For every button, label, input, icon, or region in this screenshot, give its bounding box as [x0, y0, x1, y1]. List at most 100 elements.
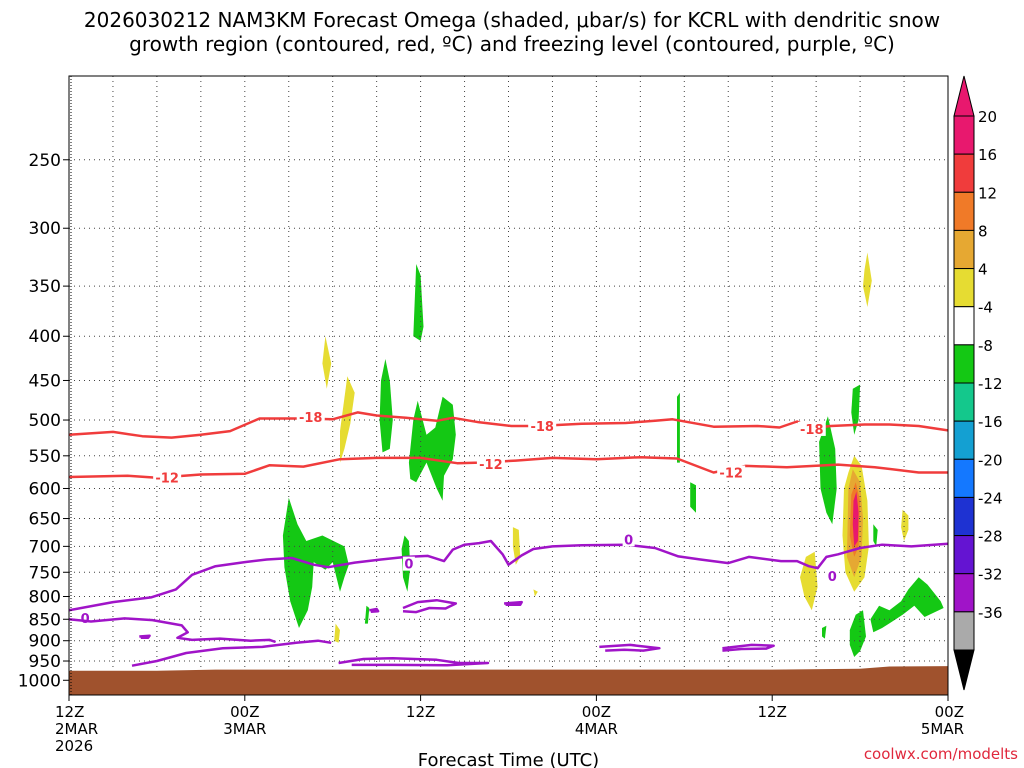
omega-region-24 [870, 577, 944, 633]
colorbar-bin-4 [953, 268, 975, 308]
y-tick-label: 550 [29, 447, 61, 467]
colorbar-label: -8 [978, 337, 993, 355]
omega-region-5 [863, 252, 872, 307]
x-tick-label: 12Z [406, 703, 435, 721]
y-tick-label: 300 [29, 219, 61, 239]
contour-line-10 [504, 600, 523, 607]
x-axis-title: Forecast Time (UTC) [418, 750, 599, 768]
contour-label-bg [476, 456, 505, 471]
colorbar-bin-0 [953, 115, 975, 155]
y-tick-label: 450 [29, 371, 61, 391]
colorbar-bin-2 [953, 191, 975, 231]
y-tick-label: 800 [29, 587, 61, 607]
y-tick-label: 350 [29, 277, 61, 297]
chart-title-line-2: growth region (contoured, red, ºC) and f… [129, 32, 895, 56]
omega-region-20 [819, 416, 837, 525]
colorbar-bin-12 [953, 573, 975, 613]
colorbar-label: -24 [978, 489, 1003, 507]
omega-region-21 [851, 384, 861, 435]
colorbar-bin-1 [953, 153, 975, 193]
contour-label: -18 [299, 411, 323, 426]
colorbar: 20 16 12 8 4 -4 -8 -12 -16 -20 -24 -28 -32 -36 [953, 75, 1003, 691]
x-tick-label: 12Z [55, 703, 84, 721]
colorbar-bottom-cap [953, 649, 975, 691]
omega-region-19 [690, 482, 696, 513]
x-tick-label: 2MAR [55, 720, 98, 738]
omega-region-22 [873, 524, 878, 547]
x-tick-label: 3MAR [223, 720, 266, 738]
contour-line-11 [139, 634, 151, 640]
terrain-fill [69, 666, 948, 695]
omega-region-7 [800, 551, 818, 611]
colorbar-bin-6 [953, 344, 975, 384]
omega-region-6 [901, 509, 909, 541]
colorbar-label: 12 [978, 184, 997, 202]
plot-clip-group: -18 -18 -18 -12 -12 -12 0 0 0 0 [69, 76, 948, 695]
contour-label: -18 [800, 423, 824, 438]
colorbar-label: -12 [978, 375, 1003, 393]
plot-area: -18 -18 -18 -12 -12 -12 0 0 0 0 [68, 75, 949, 696]
colorbar-label: -20 [978, 451, 1003, 469]
y-tick-label: 500 [29, 411, 61, 431]
x-tick-label: 4MAR [575, 720, 618, 738]
plot-frame [68, 75, 949, 696]
colorbar-bin-13 [953, 611, 975, 651]
contour-label: 0 [624, 533, 633, 548]
colorbar-bin-3 [953, 229, 975, 270]
y-tick-label: 650 [29, 510, 61, 530]
contour-label-bg [153, 470, 182, 485]
colorbar-label: -4 [978, 299, 993, 317]
y-tick-label: 250 [29, 151, 61, 171]
x-tick-label: 5MAR [921, 720, 964, 738]
contour-line-7 [599, 643, 661, 652]
axes: 2503003504004505005506006507007508008509… [18, 151, 1018, 768]
contour-label-bg [717, 465, 746, 480]
y-tick-label: 700 [29, 537, 61, 557]
contour-line-5 [402, 598, 458, 614]
contour-label: -12 [479, 458, 503, 473]
omega-region-17 [364, 605, 370, 624]
colorbar-bin-9 [953, 458, 975, 498]
y-tick-label: 750 [29, 563, 61, 583]
contour-line-8 [722, 643, 775, 652]
colorbar-top-cap [953, 75, 975, 117]
y-tick-label: 950 [29, 652, 61, 672]
omega-region-15 [408, 396, 456, 501]
colorbar-label: -32 [978, 566, 1003, 584]
contour-label-bg [826, 569, 839, 584]
y-tick-label: 600 [29, 479, 61, 499]
omega-region-3 [512, 527, 521, 565]
colorbar-label: 8 [978, 222, 988, 240]
contour-label-bg [797, 421, 826, 436]
contour-line-6 [338, 656, 490, 667]
chart-title-line-1: 2026030212 NAM3KM Forecast Omega (shaded… [83, 8, 941, 32]
contour-label-bg [296, 410, 325, 425]
x-tick-label: 12Z [758, 703, 787, 721]
colorbar-label: -16 [978, 413, 1003, 431]
colorbar-bin-7 [953, 382, 975, 422]
contour-label: -12 [719, 467, 743, 482]
colorbar-label: 20 [978, 108, 997, 126]
contour-line-3 [69, 617, 277, 644]
omega-region-13 [379, 359, 393, 453]
colorbar-label: -36 [978, 604, 1003, 622]
contour-label-bg [622, 532, 635, 547]
watermark-text: coolwx.com/modelts [864, 745, 1018, 763]
colorbar-bin-5 [953, 306, 975, 346]
colorbar-bin-10 [953, 496, 975, 537]
omega-region-2 [334, 623, 340, 643]
y-tick-label: 400 [29, 327, 61, 347]
contour-line-1 [69, 455, 948, 479]
contour-label: -18 [530, 420, 554, 435]
x-tick-label: 2026 [55, 737, 93, 755]
y-tick-label: 850 [29, 610, 61, 630]
contour-label: 0 [828, 570, 837, 585]
x-tick-label: 00Z [230, 703, 259, 721]
omega-region-12 [282, 497, 349, 628]
colorbar-label: 4 [978, 261, 988, 279]
omega-region-23 [849, 610, 866, 657]
colorbar-label: -28 [978, 528, 1003, 546]
x-tick-label: 00Z [582, 703, 611, 721]
omega-region-25 [822, 625, 827, 639]
